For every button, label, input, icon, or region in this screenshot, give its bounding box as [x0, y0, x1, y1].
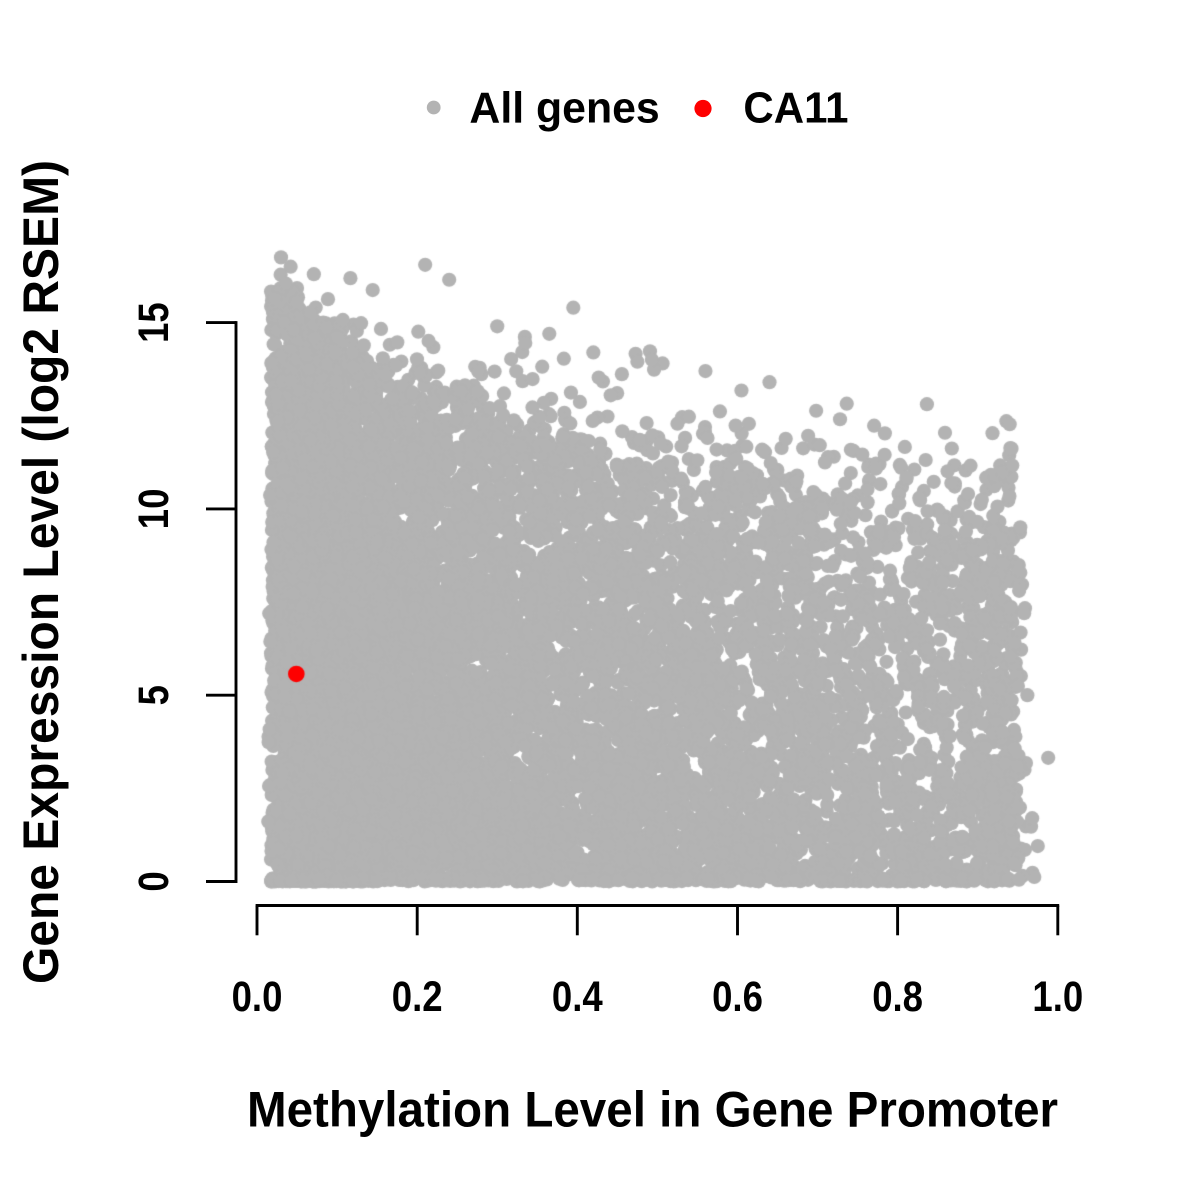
svg-text:15: 15: [130, 302, 177, 343]
svg-text:Gene Expression Level (log2 RS: Gene Expression Level (log2 RSEM): [14, 160, 69, 984]
svg-text:0.0: 0.0: [232, 973, 283, 1020]
svg-text:All genes: All genes: [469, 84, 659, 133]
svg-text:1.0: 1.0: [1032, 973, 1083, 1020]
svg-text:0.8: 0.8: [872, 973, 923, 1020]
svg-text:0.2: 0.2: [392, 973, 443, 1020]
svg-text:10: 10: [130, 489, 177, 530]
svg-text:0: 0: [130, 871, 177, 891]
svg-text:Methylation Level in Gene Prom: Methylation Level in Gene Promoter: [247, 1082, 1058, 1137]
svg-text:5: 5: [130, 685, 177, 705]
svg-text:0.4: 0.4: [552, 973, 603, 1020]
svg-text:CA11: CA11: [743, 84, 848, 133]
svg-text:0.6: 0.6: [712, 973, 763, 1020]
